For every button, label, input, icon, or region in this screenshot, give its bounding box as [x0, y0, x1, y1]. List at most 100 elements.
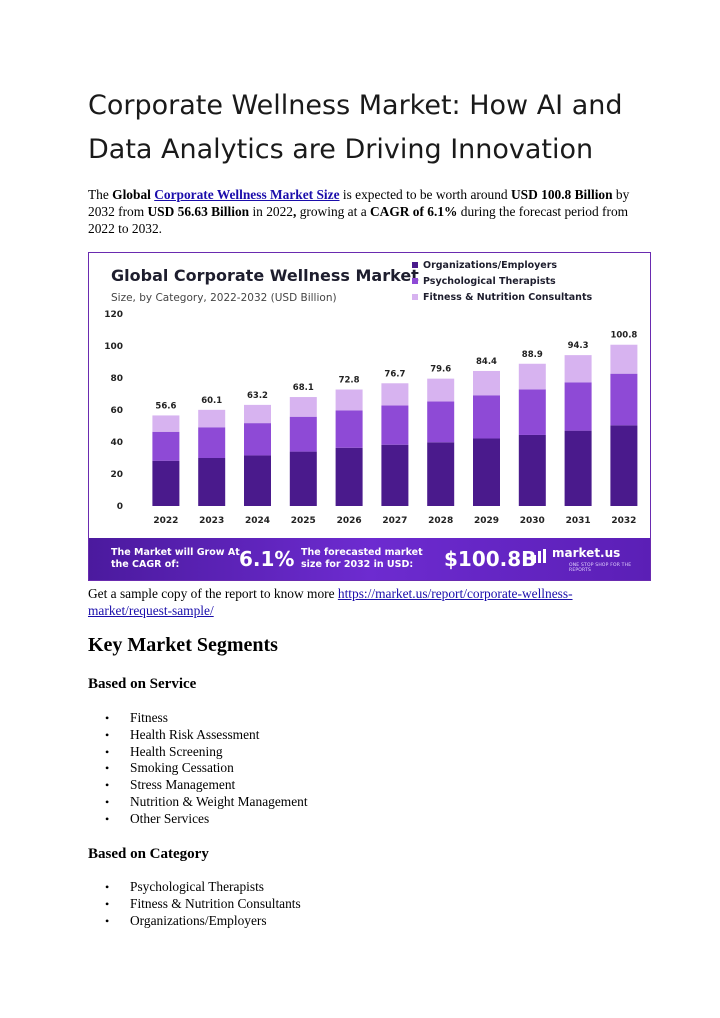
bar-segment	[198, 458, 226, 506]
bar-segment	[335, 410, 363, 448]
intro-text: is expected to be worth around	[339, 187, 511, 202]
bar-segment	[289, 451, 317, 506]
x-tick-label: 2023	[199, 516, 224, 526]
bar-segment	[198, 409, 226, 428]
bar-segment	[381, 383, 409, 406]
intro-bold-cagr: CAGR of 6.1%	[370, 204, 458, 219]
x-tick-label: 2027	[382, 516, 407, 526]
service-list: Fitness Health Risk Assessment Health Sc…	[105, 710, 308, 828]
y-tick-label: 60	[110, 406, 123, 416]
list-item: Psychological Therapists	[105, 879, 301, 896]
bar-segment	[152, 460, 180, 506]
list-item: Smoking Cessation	[105, 760, 308, 777]
list-item: Health Risk Assessment	[105, 727, 308, 744]
bar-segment	[564, 355, 592, 383]
bar-segment	[244, 455, 271, 506]
bar-segment	[152, 431, 180, 461]
list-item: Organizations/Employers	[105, 913, 301, 930]
intro-text: in 2022	[249, 204, 293, 219]
bar-segment	[518, 363, 546, 390]
bar-segment	[289, 416, 317, 452]
x-tick-label: 2030	[520, 516, 545, 526]
list-item: Health Screening	[105, 744, 308, 761]
bar-total-label: 94.3	[568, 341, 589, 351]
bar-total-label: 76.7	[384, 369, 405, 379]
service-heading: Based on Service	[88, 676, 197, 692]
page-title: Corporate Wellness Market: How AI and Da…	[88, 90, 623, 165]
y-tick-label: 0	[117, 502, 123, 512]
bar-segment	[518, 434, 546, 506]
bar-segment	[518, 389, 546, 435]
brand-name: market.us	[552, 546, 621, 560]
market-infographic: Global Corporate Wellness Market Size, by…	[88, 252, 651, 581]
intro-text: growing at a	[296, 204, 370, 219]
intro-paragraph: The Global Corporate Wellness Market Siz…	[88, 186, 633, 237]
bar-segment	[381, 405, 409, 445]
category-heading: Based on Category	[88, 846, 209, 862]
bar-total-label: 60.1	[201, 396, 222, 406]
legend-swatch	[412, 278, 418, 284]
bar-total-label: 68.1	[293, 383, 314, 393]
market-size-link[interactable]: Corporate Wellness Market Size	[154, 187, 340, 202]
y-tick-label: 20	[110, 470, 123, 480]
intro-text: by 2032 from	[88, 187, 630, 219]
market-us-logo-icon	[533, 549, 546, 563]
bar-segment	[289, 397, 317, 417]
bar-segment	[564, 430, 592, 506]
y-tick-label: 120	[104, 310, 123, 320]
bar-segment	[564, 382, 592, 431]
bar-total-label: 63.2	[247, 391, 268, 401]
sample-text: Get a sample copy of the report to know …	[88, 586, 338, 601]
bar-segment	[244, 423, 271, 456]
legend-label: Psychological Therapists	[423, 276, 556, 287]
bar-segment	[335, 389, 363, 411]
legend-label: Fitness & Nutrition Consultants	[423, 292, 592, 303]
list-item: Stress Management	[105, 777, 308, 794]
bar-segment	[427, 378, 455, 402]
intro-text: The	[88, 187, 113, 202]
list-item: Fitness	[105, 710, 308, 727]
sample-link[interactable]: https://market.us/report/corporate-welln…	[88, 586, 573, 618]
segments-heading: Key Market Segments	[88, 634, 278, 656]
x-tick-label: 2031	[566, 516, 591, 526]
bar-total-label: 100.8	[610, 331, 637, 341]
chart-title: Global Corporate Wellness Market	[111, 266, 419, 285]
x-tick-label: 2029	[474, 516, 499, 526]
bar-total-label: 84.4	[476, 357, 497, 367]
bar-segment	[198, 427, 226, 458]
x-tick-label: 2025	[291, 516, 316, 526]
x-tick-label: 2022	[153, 516, 178, 526]
infographic-banner: The Market will Grow At the CAGR of: 6.1…	[89, 538, 650, 580]
list-item: Other Services	[105, 811, 308, 828]
y-tick-label: 40	[110, 438, 123, 448]
sample-paragraph: Get a sample copy of the report to know …	[88, 585, 633, 619]
y-tick-label: 100	[104, 342, 123, 352]
x-tick-label: 2026	[337, 516, 362, 526]
x-tick-label: 2024	[245, 516, 270, 526]
bar-segment	[610, 425, 638, 506]
banner-size-label: The forecasted market size for 2032 in U…	[301, 547, 423, 570]
banner-cagr-value: 6.1%	[239, 547, 295, 571]
category-list: Psychological Therapists Fitness & Nutri…	[105, 879, 301, 929]
intro-bold-2022-value: USD 56.63 Billion	[147, 204, 250, 219]
list-item: Nutrition & Weight Management	[105, 794, 308, 811]
bar-segment	[473, 395, 500, 439]
intro-bold-global: Global	[112, 187, 155, 202]
bar-segment	[427, 442, 455, 506]
legend-swatch	[412, 294, 418, 300]
legend-label: Organizations/Employers	[423, 260, 557, 271]
x-tick-label: 2032	[611, 516, 636, 526]
list-item: Fitness & Nutrition Consultants	[105, 896, 301, 913]
bar-segment	[427, 401, 455, 443]
banner-cagr-label: The Market will Grow At the CAGR of:	[111, 547, 240, 570]
intro-bold-2032-value: USD 100.8 Billion	[510, 187, 613, 202]
chart-subtitle: Size, by Category, 2022-2032 (USD Billio…	[111, 292, 337, 304]
bar-total-label: 72.8	[339, 376, 360, 386]
bar-segment	[610, 344, 638, 374]
intro-text: during the forecast period from 2022 to …	[88, 204, 629, 236]
brand-tagline: ONE STOP SHOP FOR THE REPORTS	[569, 563, 632, 573]
bar-total-label: 56.6	[155, 401, 176, 411]
legend-swatch	[412, 262, 418, 268]
bar-segment	[610, 373, 638, 426]
y-tick-label: 80	[110, 374, 123, 384]
